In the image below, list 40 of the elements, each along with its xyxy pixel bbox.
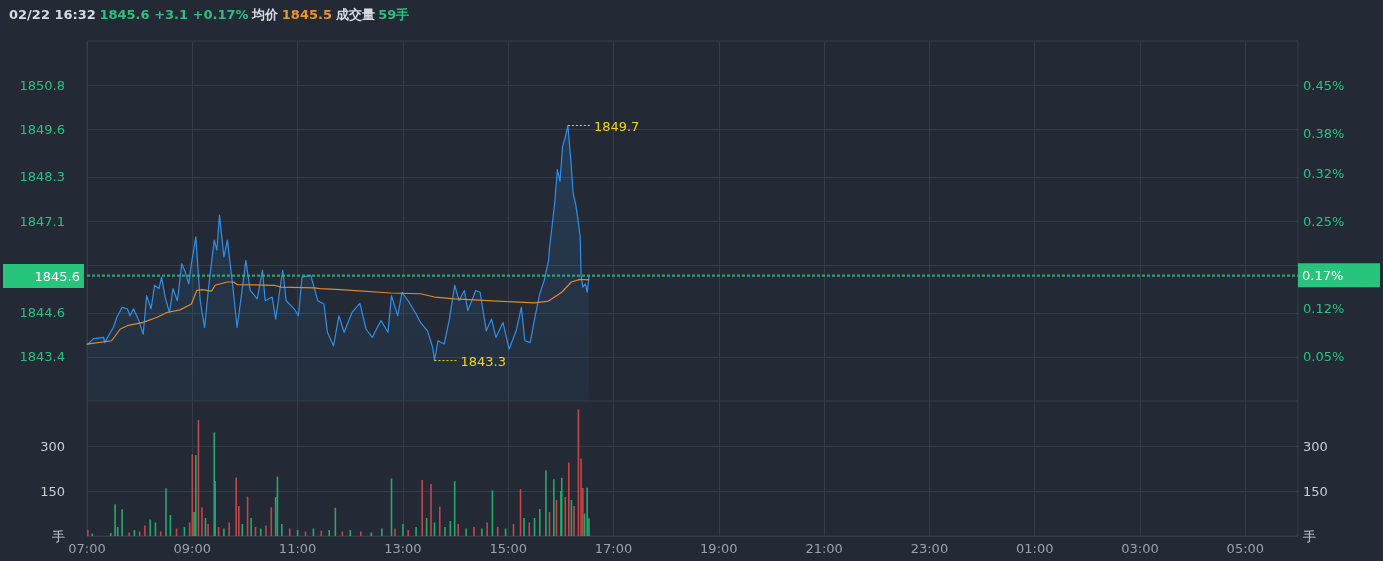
y2-tick-label: 0.12% — [1303, 301, 1345, 317]
y2-tick-label: 0.32% — [1303, 166, 1345, 182]
y2-tick-label: 0.05% — [1303, 348, 1345, 364]
x-tick-label: 17:00 — [594, 541, 633, 556]
x-tick-label: 11:00 — [278, 541, 317, 556]
x-tick-label: 03:00 — [1121, 541, 1159, 556]
x-tick-label: 01:00 — [1016, 541, 1054, 556]
x-tick-label: 09:00 — [173, 541, 212, 556]
text: 均价 — [251, 7, 280, 22]
annotation: 1849.7 — [593, 118, 640, 134]
y-tick-label: 手 — [52, 528, 65, 544]
y2-tick-label: 0.38% — [1303, 125, 1345, 141]
x-tick-label: 13:00 — [384, 541, 422, 556]
y2-tick-label: 0.25% — [1303, 213, 1345, 229]
y-tick-label: 1850.8 — [19, 77, 65, 93]
y-tick-label: 1849.6 — [19, 121, 65, 137]
x-tick-label: 19:00 — [700, 541, 738, 556]
y2-tick-label: 150 — [1303, 483, 1328, 499]
x-tick-label: 23:00 — [910, 541, 949, 556]
text: 成交量 — [334, 7, 375, 22]
y-tick-label: 1848.3 — [19, 169, 65, 185]
y-tick-label: 300 — [40, 438, 65, 454]
y-tick-label: 1847.1 — [19, 213, 65, 229]
text: 1845.5 — [281, 7, 332, 22]
x-tick-label: 05:00 — [1226, 541, 1265, 556]
y2-tick-label: 手 — [1303, 528, 1316, 544]
x-tick-label: 21:00 — [805, 541, 843, 556]
x-tick-label: 15:00 — [489, 541, 527, 556]
text: 1845.6 +3.1 +0.17% — [99, 7, 249, 22]
y-tick-label: 150 — [40, 483, 65, 499]
ref-line-label: 1845.6 — [34, 268, 80, 284]
chart-title: 02/22 16:32 — [9, 7, 96, 22]
annotation: 1843.3 — [460, 354, 506, 370]
y-tick-label: 1844.6 — [19, 305, 65, 321]
y-tick-label: 1843.4 — [19, 349, 65, 365]
ref-line-label: 0.17% — [1302, 267, 1344, 283]
y2-tick-label: 300 — [1303, 438, 1328, 454]
text: 59手 — [378, 7, 410, 22]
y2-tick-label: 0.45% — [1303, 78, 1345, 94]
x-tick-label: 07:00 — [68, 541, 106, 556]
